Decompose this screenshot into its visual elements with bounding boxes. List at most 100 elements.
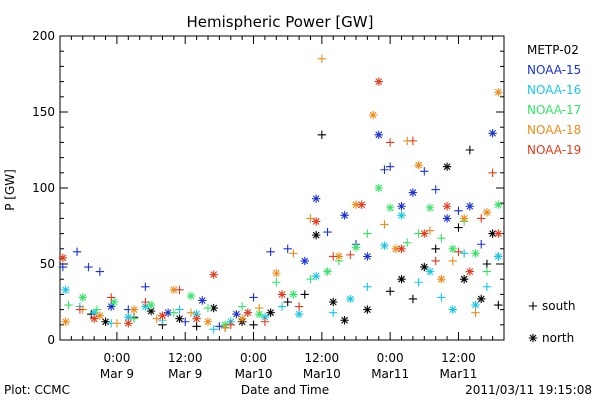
north-point <box>89 314 99 323</box>
x-tick-time: 12:00 <box>441 351 476 365</box>
north-point <box>300 256 309 266</box>
north-point <box>459 214 469 223</box>
x-tick-time: 0:00 <box>377 351 404 365</box>
plot-credit: Plot: CCMC <box>4 383 70 397</box>
north-point <box>425 203 435 212</box>
x-tick-date: Mar 9 <box>168 367 202 381</box>
north-point <box>101 317 110 326</box>
north-point <box>186 291 196 301</box>
north-point <box>89 308 99 317</box>
marker-legend-label: north <box>542 331 574 345</box>
y-tick-label: 150 <box>32 105 55 119</box>
north-point <box>482 208 492 217</box>
south-point <box>283 244 292 253</box>
data-points <box>58 54 503 334</box>
south-point <box>431 244 440 253</box>
south-point <box>477 214 486 223</box>
north-point <box>374 77 383 86</box>
south-point <box>266 247 275 257</box>
south-point <box>75 305 85 314</box>
south-point <box>237 302 247 311</box>
south-point <box>283 297 292 307</box>
north-point <box>340 316 349 325</box>
chart-title: Hemispheric Power [GW] <box>187 13 374 31</box>
south-point <box>272 278 281 287</box>
south-point <box>437 293 446 302</box>
legend-entry: NOAA-17 <box>527 103 581 117</box>
south-point <box>488 168 497 177</box>
south-point <box>277 302 287 311</box>
south-point <box>249 293 258 302</box>
north-point <box>346 294 355 304</box>
north-point <box>146 306 156 316</box>
y-tick-label: 0 <box>47 333 55 347</box>
south-point <box>300 290 309 299</box>
south-point <box>482 267 492 276</box>
north-point <box>95 311 105 320</box>
north-point <box>357 200 366 209</box>
south-point <box>403 238 412 247</box>
north-point <box>311 194 321 203</box>
north-point <box>397 211 406 220</box>
south-point <box>408 294 418 304</box>
north-point <box>163 308 173 317</box>
north-point <box>391 244 401 253</box>
north-point <box>61 317 70 326</box>
series-noaa-18 <box>61 54 503 333</box>
south-point <box>482 282 492 291</box>
y-tick-label: 50 <box>40 257 55 271</box>
x-tick-date: Mar10 <box>235 367 273 381</box>
south-point <box>203 303 213 313</box>
north-point <box>124 319 133 328</box>
north-point <box>124 313 133 322</box>
north-point <box>232 309 241 319</box>
south-point <box>249 320 258 329</box>
x-tick-date: Mar10 <box>303 367 341 381</box>
north-point <box>351 243 361 252</box>
legend-entry: METP-02 <box>527 43 579 57</box>
south-point <box>141 297 150 307</box>
south-point <box>482 259 492 269</box>
x-axis: 0:00 Mar 9 12:00 Mar 9 0:00 Mar10 12:00 Mar10 0:… <box>59 36 505 381</box>
south-point <box>129 314 139 323</box>
north-point <box>311 217 321 226</box>
north-point <box>437 275 446 284</box>
north-point <box>397 275 406 284</box>
north-point <box>363 252 372 261</box>
south-point <box>494 300 503 310</box>
series-noaa-15 <box>58 129 503 331</box>
north-point <box>61 285 70 295</box>
north-point <box>266 308 275 317</box>
north-point <box>494 252 503 261</box>
north-point <box>129 305 139 314</box>
south-point <box>414 278 423 287</box>
south-point <box>181 317 190 326</box>
y-axis: 0 50 100 150 200 <box>32 29 504 347</box>
north-point <box>471 300 480 310</box>
x-tick-date: Mar11 <box>440 367 478 381</box>
series-legend: METP-02 NOAA-15 NOAA-16 NOAA-17 NOAA-18 NOAA-… <box>527 43 581 157</box>
north-point <box>198 296 207 305</box>
y-tick-label: 100 <box>32 181 55 195</box>
south-point <box>215 322 224 331</box>
north-point <box>414 161 423 170</box>
north-point <box>494 229 503 238</box>
south-point <box>380 220 389 229</box>
north-point <box>488 229 497 238</box>
south-point <box>289 249 298 258</box>
north-point <box>272 268 281 278</box>
south-point <box>346 250 355 260</box>
south-point <box>186 308 196 317</box>
legend-entry: NOAA-19 <box>527 143 581 157</box>
south-point <box>306 275 315 284</box>
south-point <box>72 247 82 257</box>
north-point <box>340 211 349 220</box>
south-point <box>192 322 201 331</box>
north-point <box>528 333 538 343</box>
north-point <box>368 110 378 120</box>
south-point <box>317 130 327 139</box>
north-point <box>374 130 383 139</box>
north-point <box>192 314 201 323</box>
south-point <box>220 323 230 333</box>
